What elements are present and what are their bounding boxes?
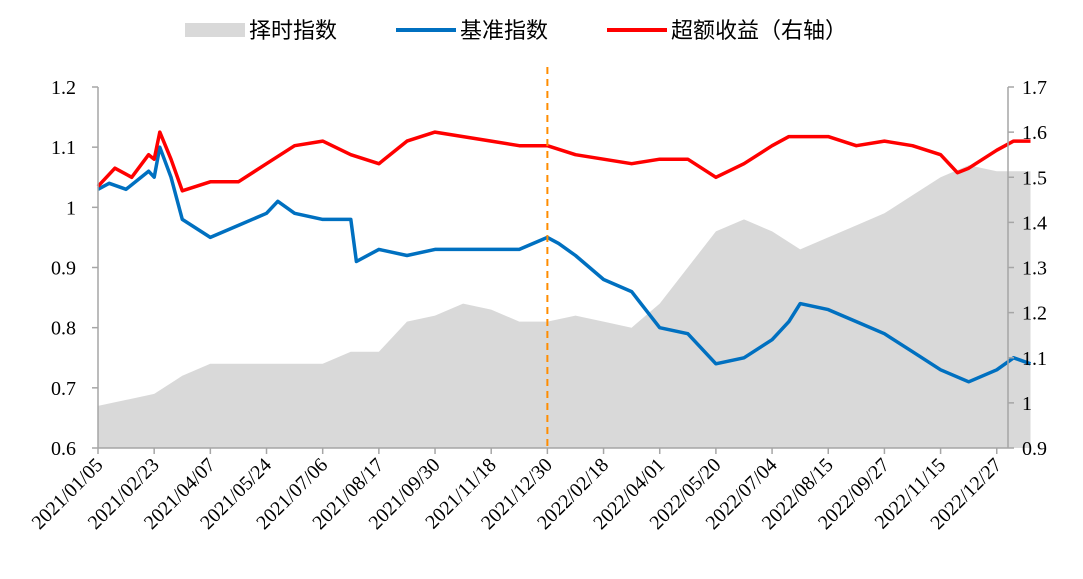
left-tick-label: 1.1 [51, 137, 76, 159]
right-tick-label: 1.2 [1022, 303, 1047, 325]
legend-swatch-area [185, 23, 245, 37]
left-tick-label: 0.8 [51, 318, 76, 340]
right-tick-label: 0.9 [1022, 438, 1047, 460]
series-line-excess-return [96, 130, 1031, 193]
left-tick-label: 0.7 [51, 378, 76, 400]
right-tick-label: 1.1 [1022, 348, 1047, 370]
legend-label: 基准指数 [460, 19, 548, 44]
right-tick-label: 1.6 [1022, 122, 1047, 144]
right-tick-label: 1 [1022, 393, 1032, 415]
series-line-benchmark-index [97, 145, 1032, 384]
right-tick-label: 1.5 [1022, 167, 1047, 189]
legend-label: 择时指数 [249, 19, 337, 44]
legend-label: 超额收益（右轴） [671, 19, 847, 44]
left-tick-label: 0.9 [51, 258, 76, 280]
right-tick-label: 1.4 [1022, 212, 1047, 234]
series-area-timing-index [98, 165, 1031, 448]
left-tick-label: 1.2 [51, 77, 76, 99]
right-tick-label: 1.3 [1022, 258, 1047, 280]
left-tick-label: 0.6 [51, 438, 76, 460]
right-tick-label: 1.7 [1022, 77, 1047, 99]
left-tick-label: 1 [66, 197, 76, 219]
